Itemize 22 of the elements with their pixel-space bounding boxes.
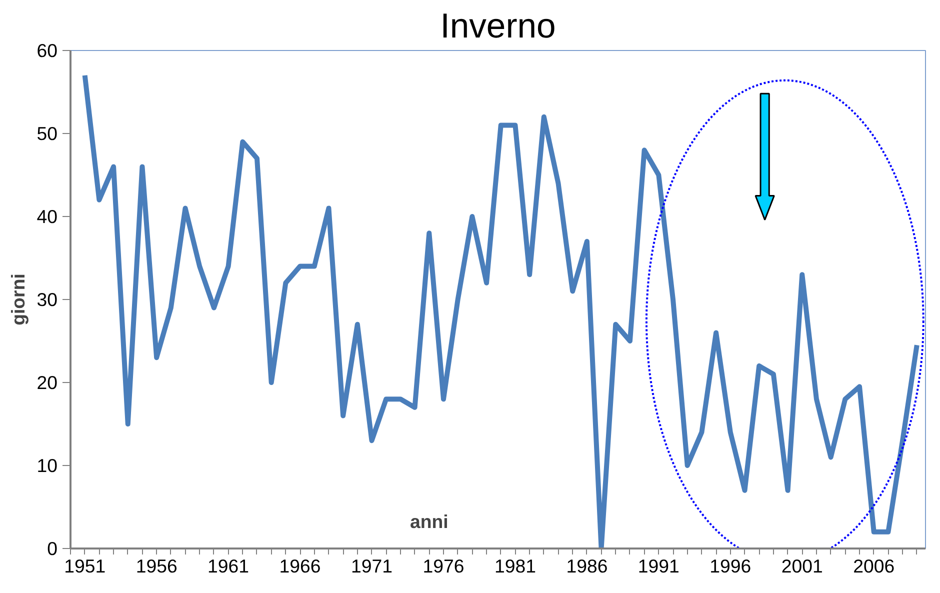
y-axis-title: giorni — [8, 274, 29, 326]
x-tick-label: 1976 — [422, 556, 464, 576]
x-tick-label: 1986 — [566, 556, 608, 576]
x-tick-label: 2006 — [853, 556, 895, 576]
y-tick-label: 20 — [36, 372, 58, 393]
y-tick-label: 40 — [36, 206, 58, 227]
x-tick-label: 1991 — [638, 556, 680, 576]
y-tick-label: 10 — [36, 455, 58, 476]
y-tick-label: 60 — [36, 40, 58, 61]
y-tick-label: 30 — [36, 289, 58, 310]
chart-title: Inverno — [440, 8, 556, 46]
x-tick-label: 1961 — [208, 556, 250, 576]
x-tick-label: 1996 — [710, 556, 752, 576]
y-tick-label: 0 — [47, 538, 58, 559]
x-tick-label: 1981 — [494, 556, 536, 576]
x-tick-label: 1971 — [351, 556, 393, 576]
x-tick-label: 1951 — [64, 556, 106, 576]
x-axis-title: anni — [410, 510, 448, 532]
x-tick-label: 1966 — [279, 556, 321, 576]
y-tick-label: 50 — [36, 123, 58, 144]
x-tick-label: 2001 — [781, 556, 823, 576]
x-tick-label: 1956 — [136, 556, 178, 576]
